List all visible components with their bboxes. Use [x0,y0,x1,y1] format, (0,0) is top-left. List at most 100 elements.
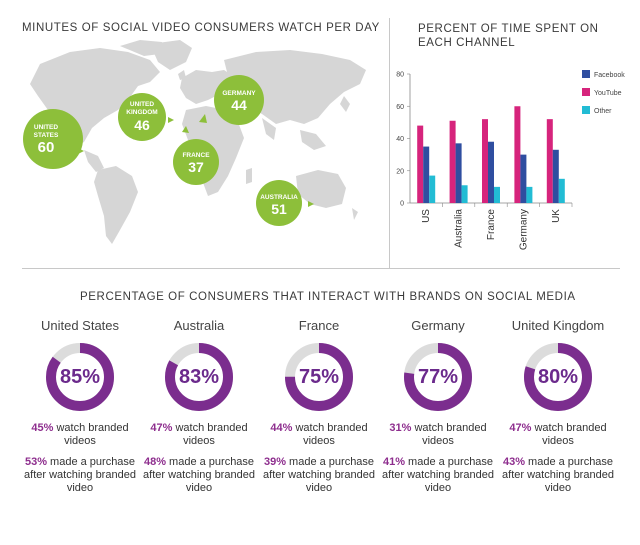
donut-arc [165,343,233,411]
donut-section-title: PERCENTAGE OF CONSUMERS THAT INTERACT WI… [80,291,576,303]
donut-svg [404,343,472,411]
watch-percent: 47% [150,422,173,434]
y-tick-label: 60 [396,104,404,111]
watch-text: watch branded videos [414,422,487,447]
category-label: Australia [454,209,465,248]
donut-chart: 85% [45,342,115,412]
country-column-australia: Australia 83% 47% watch branded videos 4… [139,318,259,495]
bar-facebook-germany [520,154,527,203]
country-name: Germany [411,318,465,333]
donut-percent: 83% [178,366,220,388]
donut-percent: 77% [417,366,459,388]
watch-percent: 31% [389,422,412,434]
country-name: France [298,318,340,333]
country-name: United Kingdom [511,318,605,333]
bar-youtube-australia [449,120,456,203]
donut-arc [524,343,592,411]
donut-svg [285,343,353,411]
legend-swatch-youtube [582,88,590,96]
bubble-united-states-line1: UNITED [34,124,59,131]
bubble-france-circle [173,139,219,185]
purchase-percent: 41% [382,456,405,468]
map-title: MINUTES OF SOCIAL VIDEO CONSUMERS WATCH … [22,22,380,34]
country-column-united-kingdom: United Kingdom 80% 47% watch branded vid… [498,318,618,495]
arrow-icon [182,126,189,133]
bubble-australia-circle [256,180,302,226]
bar-chart-bars [417,106,565,203]
watch-stat: 47% watch branded videos [498,422,618,448]
watch-text: watch branded videos [534,422,607,447]
bubble-united-states: UNITED STATES 60 [23,109,83,169]
bar-youtube-france [482,119,488,203]
donut-chart: 75% [284,342,354,412]
bubble-australia-line1: AUSTRALIA [260,194,298,201]
purchase-percent: 39% [263,456,286,468]
donut-svg [524,343,592,411]
bar-other-france [494,186,500,203]
bubble-australia: AUSTRALIA 51 [256,180,302,226]
arrow-icon [308,201,314,207]
bar-chart-title: PERCENT OF TIME SPENT ON EACH CHANNEL [418,23,599,49]
country-column-germany: Germany 77% 31% watch branded videos 41%… [378,318,498,495]
purchase-percent: 53% [24,456,47,468]
bubble-france-value: 37 [188,159,204,175]
bubble-germany-line1: GERMANY [222,90,256,97]
bubble-united-states-line2: STATES [34,132,59,139]
watch-text: watch branded videos [56,422,129,447]
donut-svg [46,343,114,411]
donut-chart: 83% [164,342,234,412]
bar-youtube-us [417,125,424,203]
category-label: US [421,209,432,223]
y-tick-label: 20 [396,168,404,175]
donut-svg [165,343,233,411]
purchase-stat: 53% made a purchase after watching brand… [20,456,140,495]
legend-swatch-other [582,106,590,114]
bubble-united-kingdom-circle [118,93,166,141]
watch-percent: 44% [270,422,293,434]
purchase-stat: 39% made a purchase after watching brand… [259,456,379,495]
bubble-france: FRANCE 37 [173,139,219,185]
y-tick-label: 0 [400,201,404,208]
donut-arc [46,343,114,411]
bar-chart-legend: Facebook YouTube Other [582,70,625,115]
purchase-stat: 48% made a purchase after watching brand… [139,456,259,495]
donut-percent: 80% [537,366,579,388]
arrow-icon [168,117,174,123]
donut-chart: 77% [403,342,473,412]
category-label: UK [551,209,562,223]
country-name: United States [40,318,120,333]
bubble-united-kingdom-line1: UNITED [130,101,155,108]
bubble-united-kingdom: UNITED KINGDOM 46 [118,93,166,141]
watch-text: watch branded videos [175,422,248,447]
bubble-united-kingdom-line2: KINGDOM [126,109,157,116]
bar-facebook-france [488,141,494,203]
arrow-icon [78,148,84,154]
watch-stat: 47% watch branded videos [139,422,259,448]
bar-chart: 0 20 40 60 80 US Australia France Germany UK Fac… [396,70,625,250]
y-tick-label: 40 [396,136,404,143]
watch-stat: 44% watch branded videos [259,422,379,448]
purchase-stat: 41% made a purchase after watching brand… [378,456,498,495]
purchase-stat: 43% made a purchase after watching brand… [498,456,618,495]
donut-arc [285,343,353,411]
bar-facebook-us [423,146,430,203]
watch-percent: 47% [509,422,532,434]
bar-youtube-uk [546,119,553,203]
country-name: Australia [173,318,225,333]
vertical-divider [389,18,390,268]
category-label: France [486,209,497,241]
country-column-france: France 75% 44% watch branded videos 39% … [259,318,379,495]
bar-other-uk [558,178,565,203]
bar-facebook-australia [455,143,462,203]
donut-percent: 85% [59,366,101,388]
bar-facebook-uk [552,149,559,203]
world-map: UNITED STATES 60 UNITED KINGDOM 46 GERMA… [23,40,366,244]
bar-chart-categories: US Australia France Germany UK [421,203,573,250]
purchase-percent: 43% [502,456,525,468]
purchase-percent: 48% [143,456,166,468]
horizontal-divider [22,268,620,269]
category-label: Germany [518,209,529,250]
donut-chart: 80% [523,342,593,412]
bubble-united-states-value: 60 [38,139,55,156]
donut-percent: 75% [298,366,340,388]
